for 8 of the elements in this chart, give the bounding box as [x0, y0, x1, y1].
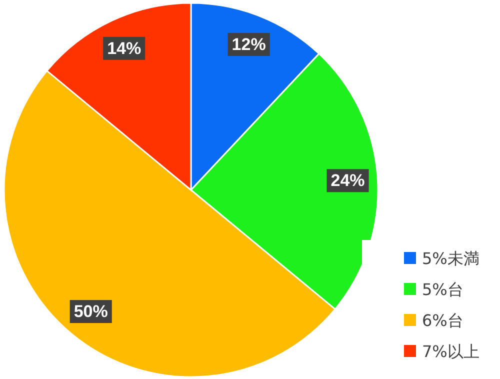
data-label: 50% — [74, 302, 108, 322]
legend-label: 5%台 — [422, 280, 464, 299]
data-label: 12% — [232, 34, 266, 54]
legend-label: 6%台 — [422, 311, 464, 330]
data-label: 24% — [330, 171, 365, 190]
legend-label: 7%以上 — [422, 342, 480, 361]
legend-label: 5%未満 — [422, 249, 480, 268]
data-label: 14% — [107, 38, 142, 58]
